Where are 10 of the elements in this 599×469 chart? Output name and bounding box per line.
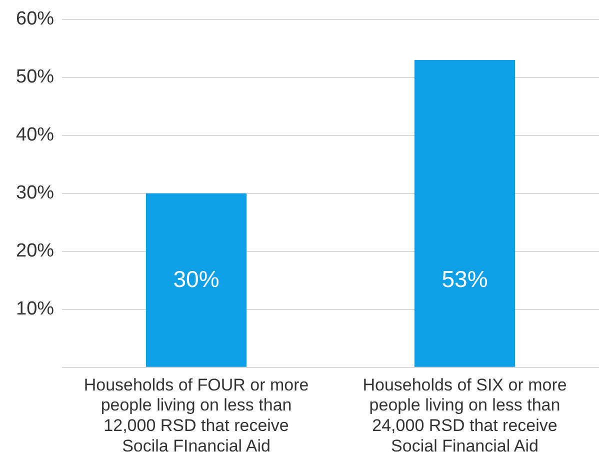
y-tick-label: 40% [16,124,54,146]
y-tick-label: 10% [16,298,54,320]
y-tick-label: 60% [16,8,54,30]
x-tick-label: Households of SIX or more people living on less than 24,000 RSD that receive Social Financial Aid [362,375,567,456]
data-label: 30% [173,266,220,292]
y-tick-label: 50% [16,66,54,88]
y-tick-label: 30% [16,182,54,204]
x-tick-label: Households of FOUR or more people living on less than 12,000 RSD that receive Socila FInancial Aid [84,375,309,456]
y-tick-label: 20% [16,240,54,262]
data-label: 53% [442,266,488,292]
